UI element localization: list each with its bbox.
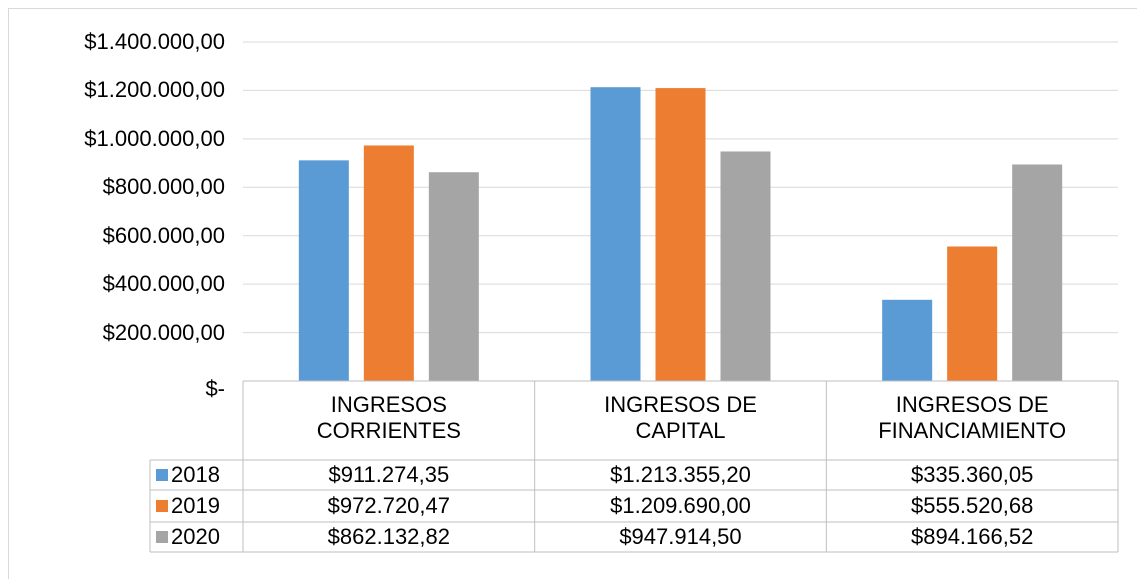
y-tick-label: $1.000.000,00 bbox=[84, 125, 225, 151]
legend-label: 2020 bbox=[171, 524, 220, 549]
legend-swatch bbox=[156, 531, 168, 543]
y-tick-label: $1.400.000,00 bbox=[84, 29, 225, 54]
data-label: $862.132,82 bbox=[327, 524, 450, 549]
data-label: $555.520,68 bbox=[910, 493, 1034, 518]
data-label: $911.274,35 bbox=[328, 462, 450, 487]
legend-swatch bbox=[156, 469, 168, 481]
y-tick-label: $200.000,00 bbox=[102, 319, 225, 345]
bar bbox=[428, 172, 479, 381]
y-tick-label: $1.200.000,00 bbox=[84, 77, 225, 103]
bar bbox=[655, 88, 706, 381]
x-tick-label: INGRESOS CORRIENTES bbox=[316, 392, 461, 443]
bar bbox=[720, 151, 771, 381]
legend-swatch bbox=[156, 500, 168, 512]
y-tick-label: $400.000,00 bbox=[102, 271, 225, 297]
bar bbox=[298, 160, 349, 381]
y-tick-label: $800.000,00 bbox=[102, 174, 225, 200]
data-label: $1.209.690,00 bbox=[610, 493, 751, 518]
bar bbox=[363, 145, 414, 381]
data-label: $972.720,47 bbox=[327, 493, 450, 518]
y-tick-label: $600.000,00 bbox=[102, 222, 225, 248]
x-tick-label: INGRESOS DE CAPITAL bbox=[604, 392, 757, 443]
data-label: $894.166,52 bbox=[910, 524, 1034, 549]
bar bbox=[1012, 164, 1063, 381]
chart-frame bbox=[8, 8, 1137, 579]
bar bbox=[947, 246, 998, 381]
data-label: $1.213.355,20 bbox=[610, 462, 751, 487]
legend-label: 2018 bbox=[171, 462, 220, 487]
x-tick-label: INGRESOS DE FINANCIAMIENTO bbox=[878, 392, 1067, 443]
legend-label: 2019 bbox=[171, 493, 220, 518]
bar bbox=[882, 299, 933, 381]
data-label: $335.360,05 bbox=[910, 462, 1034, 487]
bar bbox=[590, 87, 641, 381]
y-tick-label: $- bbox=[205, 376, 225, 401]
data-label: $947.914,50 bbox=[619, 524, 742, 549]
